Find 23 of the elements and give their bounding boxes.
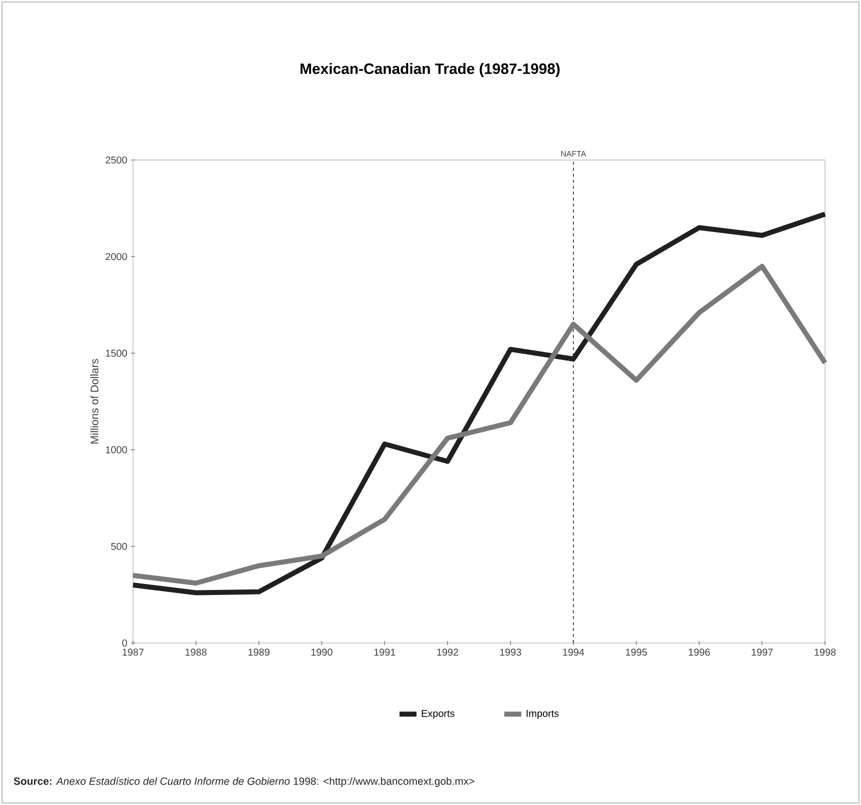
x-tick-label: 1995	[626, 648, 647, 656]
y-tick-label: 1000	[106, 446, 127, 454]
y-axis-title: Millions of Dollars	[90, 358, 98, 444]
y-tick-label: 1500	[106, 350, 127, 357]
x-tick-label: 1993	[500, 648, 522, 656]
y-tick-label: 2000	[106, 253, 127, 260]
x-tick-label: 1989	[248, 648, 270, 656]
x-tick-label: 1998	[814, 648, 836, 656]
x-tick-label: 1997	[752, 648, 773, 656]
legend-label: Imports	[526, 710, 559, 719]
x-tick-label: 1996	[688, 648, 710, 656]
x-tick-label: 1990	[311, 648, 332, 656]
y-tick-label: 500	[111, 542, 127, 550]
x-tick-label: 1994	[563, 648, 584, 656]
x-tick-label: 1987	[122, 648, 144, 656]
x-tick-label: 1992	[437, 648, 458, 656]
x-tick-label: 1988	[186, 648, 207, 656]
y-tick-label: 0	[122, 639, 127, 647]
x-tick-label: 1991	[374, 648, 396, 656]
chart-title: Mexican-Canadian Trade (1987-1998)	[300, 63, 560, 77]
legend-label: Exports	[422, 710, 454, 719]
y-tick-label: 2500	[106, 156, 127, 164]
text: Source: Anexo Estadístico del Cuarto Informe de Gobierno 1998: <http://www.bancomext.gob.mx>	[14, 777, 474, 787]
